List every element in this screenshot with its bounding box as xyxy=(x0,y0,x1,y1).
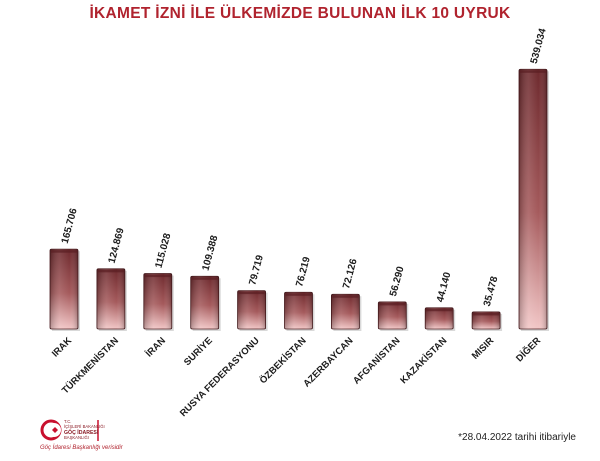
chart-title: İKAMET İZNİ İLE ÜLKEMİZDE BULUNAN İLK 10… xyxy=(89,5,511,22)
bar-2 xyxy=(96,268,127,331)
bar-1 xyxy=(49,248,80,331)
footnote: *28.04.2022 tarihi itibariyle xyxy=(458,432,576,443)
bar-3 xyxy=(143,273,174,331)
value-label-5: 79.719 xyxy=(247,254,266,287)
svg-text:BAŞKANLIĞI: BAŞKANLIĞI xyxy=(64,435,89,440)
category-label-7: AZERBAYCAN xyxy=(301,335,355,389)
svg-text:İÇİŞLERİ BAKANLIĞI: İÇİŞLERİ BAKANLIĞI xyxy=(64,424,105,429)
value-label-11: 539.034 xyxy=(529,27,549,65)
bar-4 xyxy=(190,275,221,331)
value-label-8: 56.290 xyxy=(388,265,407,298)
bar-6 xyxy=(284,291,315,331)
value-label-2: 124.869 xyxy=(107,226,127,264)
value-label-6: 76.219 xyxy=(294,255,313,288)
bar-9 xyxy=(424,307,456,331)
bar-5 xyxy=(237,290,268,331)
value-label-10: 35.478 xyxy=(482,275,501,308)
value-labels-group: 165.706 124.869 115.028 109.388 79.719 76.219… xyxy=(60,27,549,308)
source-note: Göç İdaresi Başkanlığı verisidir xyxy=(40,445,123,451)
svg-text:GÖÇ İDARESİ: GÖÇ İDARESİ xyxy=(64,429,99,436)
category-label-8: AFGANİSTAN xyxy=(351,335,402,386)
category-label-6: ÖZBEKİSTAN xyxy=(258,335,309,386)
bar-8 xyxy=(377,301,409,331)
value-label-9: 44.140 xyxy=(435,271,454,304)
category-label-4: SURİYE xyxy=(182,335,215,368)
bar-7 xyxy=(330,293,362,331)
bar-10 xyxy=(471,311,503,331)
value-label-7: 72.126 xyxy=(341,257,360,290)
value-label-4: 109.388 xyxy=(200,234,220,272)
category-label-11: DİĞER xyxy=(513,335,543,365)
category-label-9: KAZAKİSTAN xyxy=(398,335,449,386)
category-label-10: MISIR xyxy=(470,335,497,362)
bar-11 xyxy=(518,68,549,331)
value-label-3: 115.028 xyxy=(154,232,174,270)
category-label-3: İRAN xyxy=(144,335,168,359)
category-label-1: IRAK xyxy=(50,335,74,359)
value-label-1: 165.706 xyxy=(60,207,80,245)
category-label-5: RUSYA FEDERASYONU xyxy=(178,335,262,419)
svg-text:T.C.: T.C. xyxy=(64,419,71,424)
migration-logo-icon: T.C. İÇİŞLERİ BAKANLIĞI GÖÇ İDARESİ BAŞK… xyxy=(40,419,105,441)
bars-group xyxy=(49,68,549,331)
